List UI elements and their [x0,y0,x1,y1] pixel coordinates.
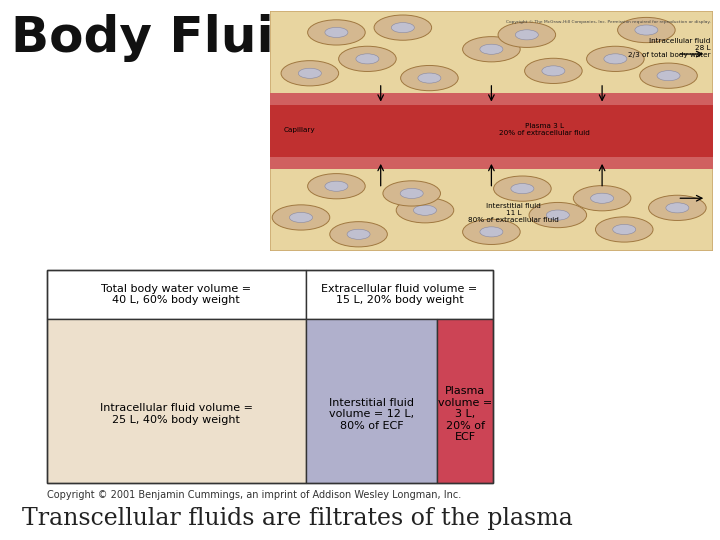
Ellipse shape [511,184,534,194]
Ellipse shape [298,68,321,78]
Bar [47,319,306,483]
Ellipse shape [595,217,653,242]
Bar [47,270,306,319]
Ellipse shape [289,212,312,222]
Ellipse shape [640,63,697,89]
Text: Plasma
volume =
3 L,
20% of
ECF: Plasma volume = 3 L, 20% of ECF [438,386,492,442]
Text: Interstitial fluid
11 L
80% of extracellular fluid: Interstitial fluid 11 L 80% of extracell… [468,202,559,222]
Ellipse shape [498,22,556,48]
Ellipse shape [590,193,613,203]
Ellipse shape [307,20,365,45]
Ellipse shape [546,210,570,220]
Bar [270,105,713,157]
Text: Intracellular fluid volume =
25 L, 40% body weight: Intracellular fluid volume = 25 L, 40% b… [100,403,253,425]
Ellipse shape [573,186,631,211]
Bar [47,270,493,483]
Ellipse shape [525,58,582,84]
Ellipse shape [666,203,689,213]
Ellipse shape [463,37,520,62]
Ellipse shape [418,73,441,83]
Ellipse shape [480,44,503,55]
Ellipse shape [604,54,627,64]
Bar [270,157,713,170]
Ellipse shape [347,230,370,239]
Text: Transcellular fluids are filtrates of the plasma: Transcellular fluids are filtrates of th… [22,507,572,530]
Ellipse shape [307,173,365,199]
Ellipse shape [649,195,706,220]
Ellipse shape [330,221,387,247]
Ellipse shape [516,30,539,40]
Ellipse shape [400,65,458,91]
Ellipse shape [463,219,520,245]
Ellipse shape [400,188,423,199]
Ellipse shape [494,176,552,201]
Ellipse shape [529,202,587,228]
Ellipse shape [613,225,636,234]
Text: Total body water volume =
40 L, 60% body weight: Total body water volume = 40 L, 60% body… [102,284,251,305]
Ellipse shape [618,17,675,43]
Ellipse shape [396,198,454,223]
Ellipse shape [281,60,338,86]
Bar [438,319,493,483]
Ellipse shape [657,71,680,80]
Ellipse shape [325,181,348,191]
Text: Copyright © The McGraw-Hill Companies, Inc. Permission required for reproduction: Copyright © The McGraw-Hill Companies, I… [506,21,711,24]
Text: Body Fluids: Body Fluids [11,14,339,62]
Text: Copyright © 2001 Benjamin Cummings, an imprint of Addison Wesley Longman, Inc.: Copyright © 2001 Benjamin Cummings, an i… [47,490,461,500]
Ellipse shape [480,227,503,237]
Text: Intracellular fluid
28 L
2/3 of total body water: Intracellular fluid 28 L 2/3 of total bo… [628,38,711,58]
Ellipse shape [413,205,436,215]
Ellipse shape [272,205,330,230]
Ellipse shape [356,54,379,64]
Ellipse shape [542,66,565,76]
Text: Interstitial fluid
volume = 12 L,
80% of ECF: Interstitial fluid volume = 12 L, 80% of… [329,397,414,431]
Text: Capillary: Capillary [283,127,315,133]
Ellipse shape [392,23,414,32]
Ellipse shape [383,181,441,206]
Text: Extracellular fluid volume =
15 L, 20% body weight: Extracellular fluid volume = 15 L, 20% b… [321,284,477,305]
Text: Plasma 3 L
20% of extracellular fluid: Plasma 3 L 20% of extracellular fluid [499,123,590,136]
Bar [306,270,493,319]
Ellipse shape [587,46,644,71]
Bar [306,319,438,483]
Ellipse shape [374,15,431,40]
Bar [270,92,713,105]
Ellipse shape [338,46,396,71]
Ellipse shape [635,25,658,35]
Ellipse shape [325,28,348,37]
